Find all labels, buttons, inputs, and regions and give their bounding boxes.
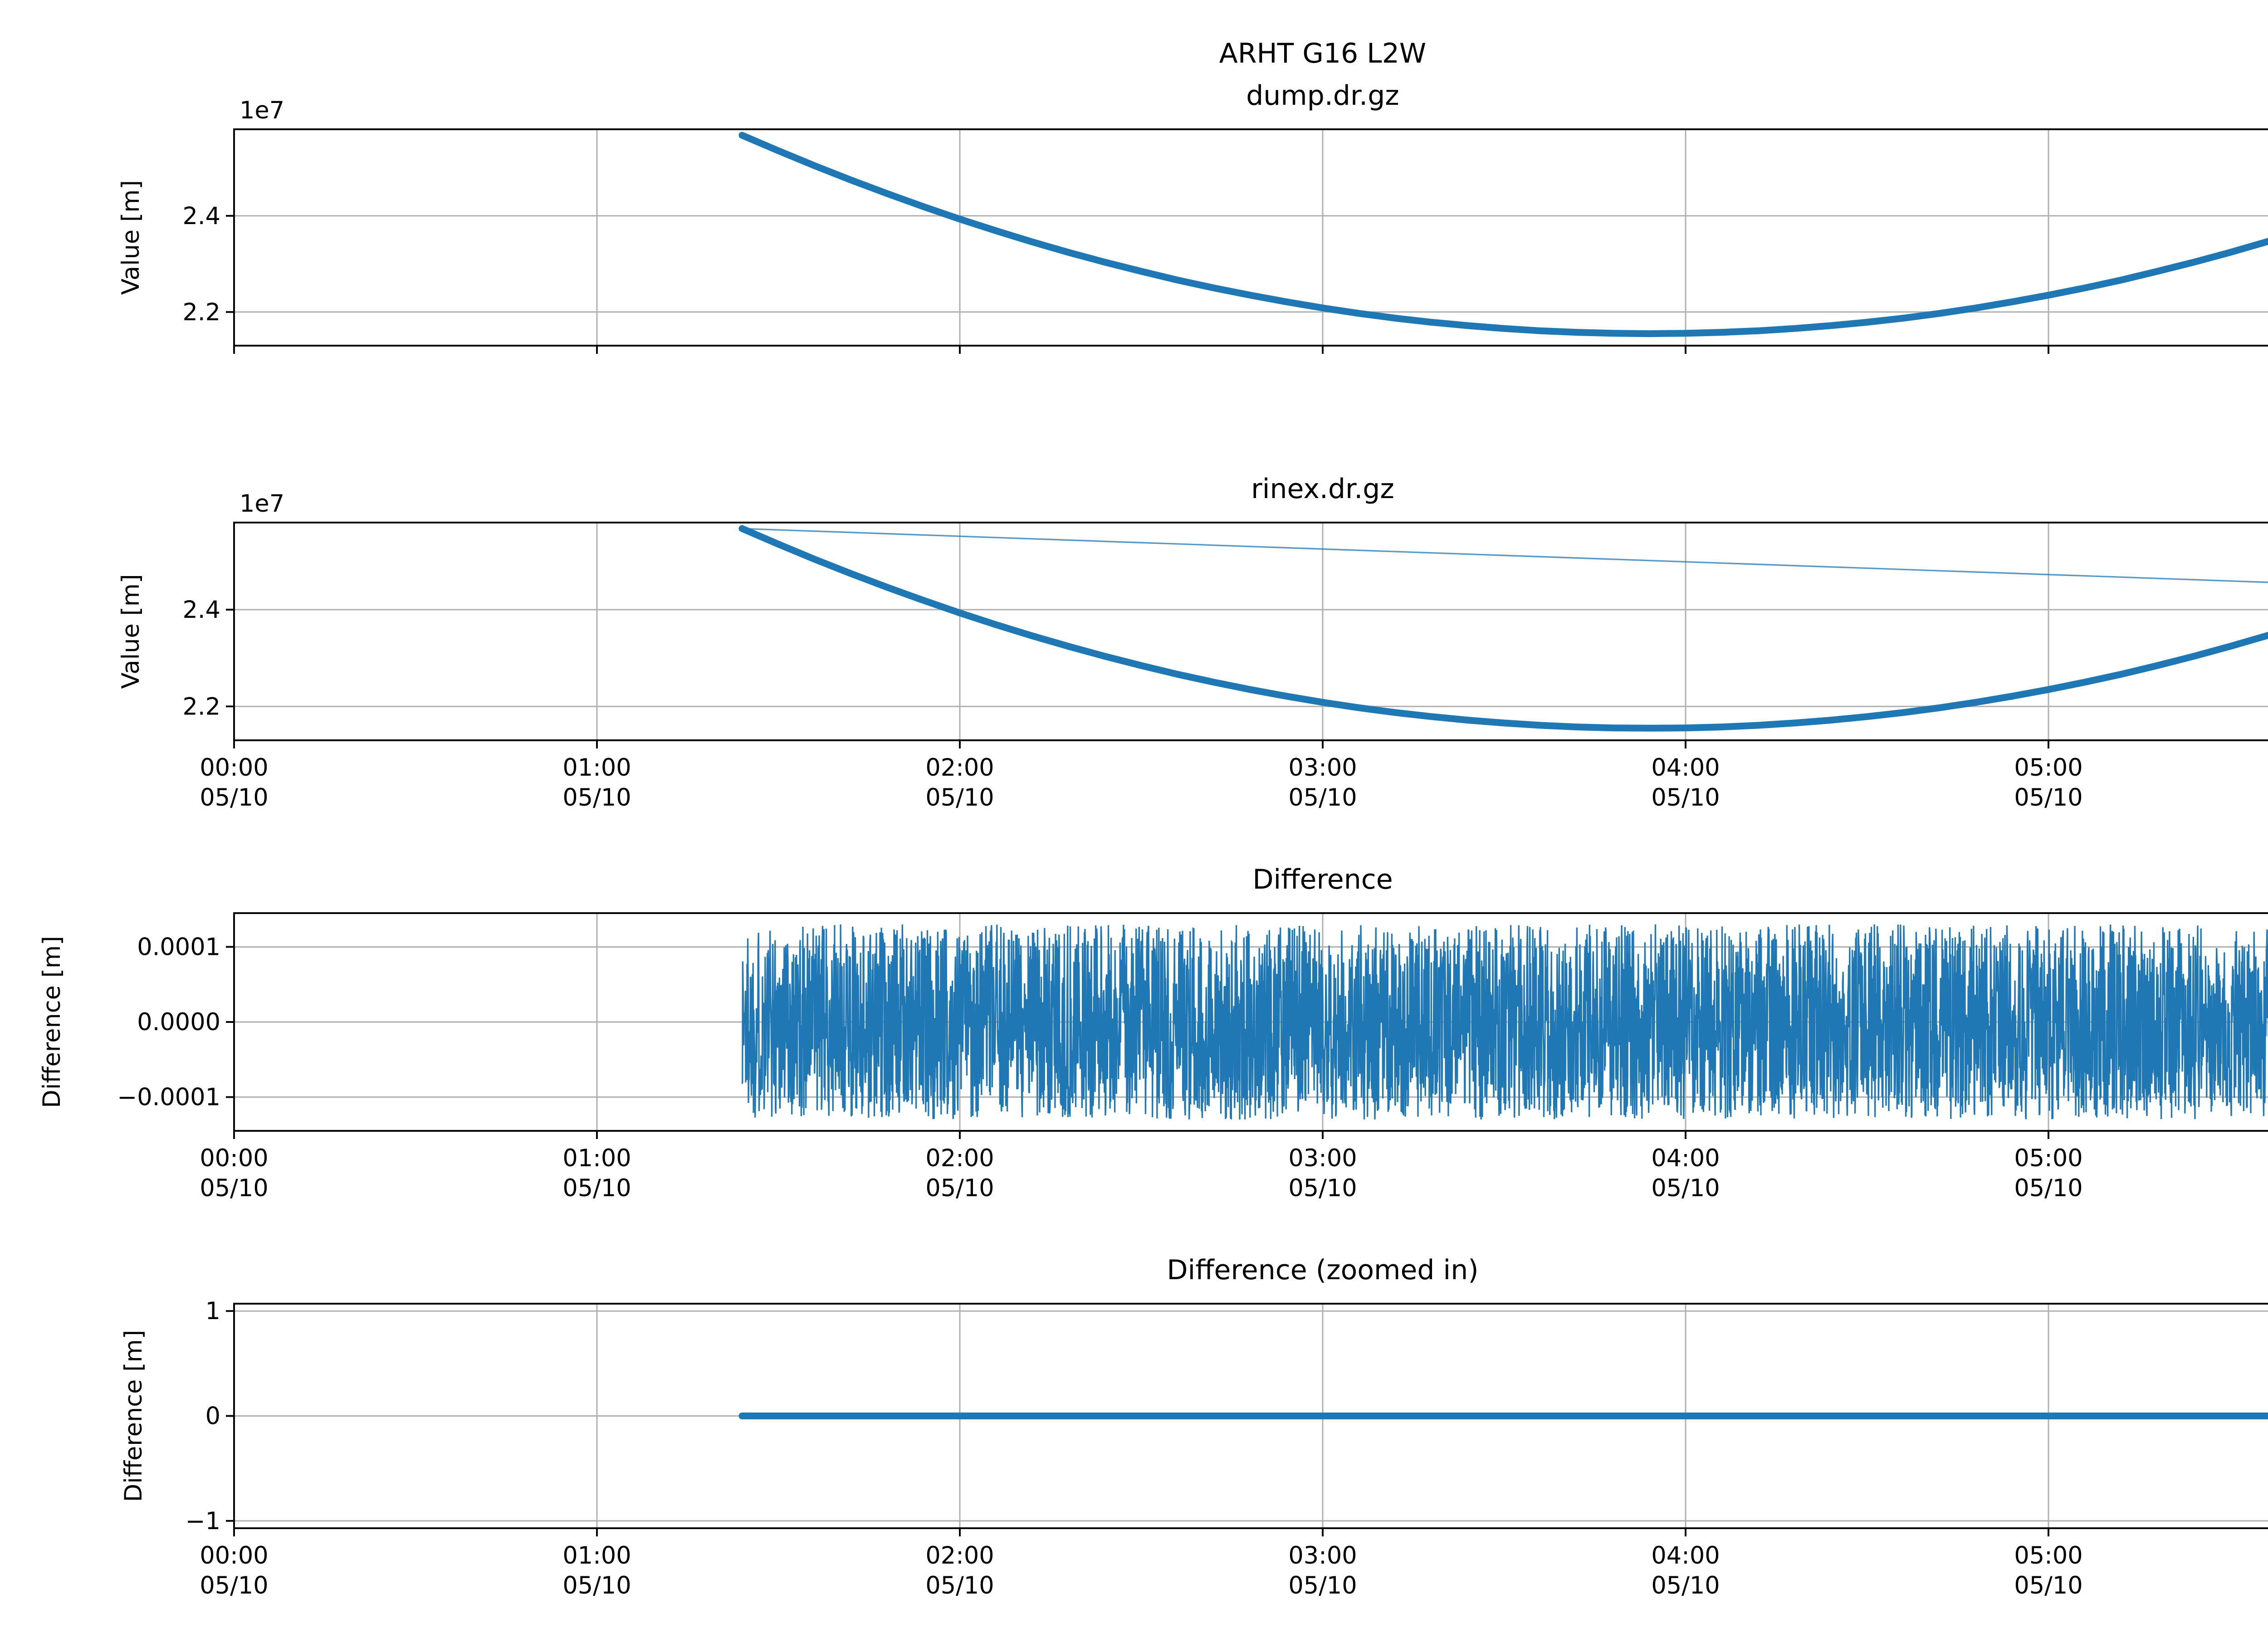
- y-tick-label: 2.2: [183, 298, 221, 326]
- x-tick-label-date: 05/10: [1288, 1572, 1357, 1599]
- subplot-difference: 00:0005/1001:0005/1002:0005/1003:0005/10…: [38, 864, 2268, 1202]
- x-tick-label-time: 04:00: [1651, 1144, 1720, 1172]
- x-tick-label-date: 05/10: [1288, 1174, 1357, 1202]
- x-tick-label-time: 02:00: [925, 1542, 994, 1569]
- x-tick-label-time: 02:00: [925, 1144, 994, 1172]
- x-tick-label-date: 05/10: [200, 784, 268, 812]
- wraparound-thin-line: [742, 528, 2268, 583]
- y-tick-label: 2.2: [183, 693, 221, 720]
- y-tick-label: −1: [186, 1507, 220, 1535]
- x-tick-label-time: 01:00: [562, 1542, 631, 1569]
- x-tick-label-time: 00:00: [200, 1542, 268, 1569]
- x-tick-label-date: 05/10: [2014, 1572, 2082, 1599]
- subplot-title: Difference (zoomed in): [1167, 1254, 1478, 1286]
- x-tick-label-time: 05:00: [2014, 1144, 2082, 1172]
- subplot-difference-zoom: 00:00 05/10 01:00 05/10 02:00 05/10 03:00 05/10…: [120, 1254, 2268, 1599]
- x-tick-label-time: 03:00: [1288, 1542, 1357, 1569]
- x-tick-label-time: 01:00: [562, 1144, 631, 1172]
- x-tick-label-date: 05/10: [2014, 784, 2082, 812]
- x-tick-label-date: 05/10: [2014, 1174, 2082, 1202]
- x-tick-label-date: 05/10: [925, 784, 994, 812]
- y-axis-label: Value [m]: [117, 574, 145, 689]
- y-axis-label: Value [m]: [117, 180, 145, 295]
- subplot-title: dump.dr.gz: [1246, 80, 1399, 112]
- x-tick-label-date: 05/10: [562, 1174, 631, 1202]
- x-tick-label-time: 04:00: [1651, 1542, 1720, 1569]
- subplot-rinex: 00:0005/1001:0005/1002:0005/1003:0005/10…: [117, 473, 2268, 812]
- y-tick-label: 0.0000: [137, 1008, 220, 1036]
- y-tick-label: 2.4: [183, 596, 221, 624]
- x-tick-label-date: 05/10: [1651, 784, 1720, 812]
- x-tick-label-date: 05/10: [1288, 784, 1357, 812]
- y-tick-label: 2.4: [183, 202, 221, 230]
- subplot-title: ARHT G16 L2W: [1219, 38, 1426, 69]
- x-tick-label-date: 05/10: [1651, 1174, 1720, 1202]
- subplot-title: Difference: [1252, 864, 1393, 895]
- value-curve: [738, 525, 2268, 732]
- x-tick-label-date: 05/10: [200, 1572, 268, 1599]
- x-tick-label-time: 05:00: [2014, 1542, 2082, 1569]
- x-tick-label-date: 05/10: [925, 1174, 994, 1202]
- y-tick-label: 0.0001: [137, 933, 220, 961]
- y-tick-label: 0: [205, 1403, 220, 1430]
- x-tick-label-time: 00:00: [200, 1144, 268, 1172]
- x-tick-label-date: 05/10: [925, 1572, 994, 1599]
- value-curve: [738, 132, 2268, 337]
- x-tick-label-date: 05/10: [562, 1572, 631, 1599]
- x-tick-label-time: 01:00: [562, 754, 631, 782]
- x-tick-label-time: 03:00: [1288, 754, 1357, 782]
- x-tick-label-time: 00:00: [200, 754, 268, 782]
- y-axis-offset-text: 1e7: [240, 97, 284, 124]
- x-tick-label-date: 05/10: [562, 784, 631, 812]
- x-tick-label-time: 02:00: [925, 754, 994, 782]
- y-tick-label: 1: [205, 1297, 220, 1325]
- x-tick-label-date: 05/10: [200, 1174, 268, 1202]
- y-axis-offset-text: 1e7: [240, 490, 284, 518]
- y-tick-label: −0.0001: [117, 1084, 220, 1111]
- y-axis-label: Difference [m]: [38, 936, 66, 1108]
- x-tick-label-time: 04:00: [1651, 754, 1720, 782]
- subplot-title: rinex.dr.gz: [1251, 473, 1394, 505]
- y-axis-label: Difference [m]: [120, 1330, 147, 1502]
- subplot-dump: 2.2 2.4 1e7 ARHT G16 L2W dump.dr.gz Value [m]: [117, 38, 2268, 354]
- x-tick-label-time: 03:00: [1288, 1144, 1357, 1172]
- x-tick-label-time: 05:00: [2014, 754, 2082, 782]
- x-tick-label-date: 05/10: [1651, 1572, 1720, 1599]
- difference-noise-band: [741, 924, 2268, 1120]
